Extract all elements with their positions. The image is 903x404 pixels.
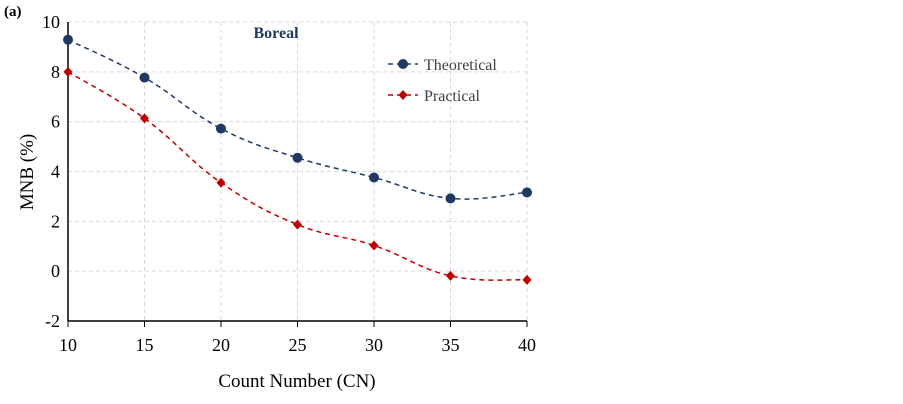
legend-label: Theoretical <box>424 57 497 74</box>
y-tick-label: 8 <box>51 62 60 82</box>
y-tick-label: 4 <box>51 162 60 182</box>
x-tick-label: 40 <box>518 335 536 355</box>
series-line-practical <box>67 71 528 281</box>
axes: 10 15 20 25 30 35 40 -2 0 2 4 6 8 10 <box>42 12 536 355</box>
y-tick-label: 2 <box>51 211 60 231</box>
chart-title: Boreal <box>253 25 299 42</box>
data-point-practical <box>369 240 379 251</box>
data-point-practical <box>140 113 149 124</box>
data-point-practical <box>446 270 455 281</box>
data-point-theoretical <box>216 123 226 134</box>
x-tick-label: 20 <box>212 335 230 355</box>
series-layer <box>63 34 532 285</box>
panel-label: (a) <box>4 4 22 20</box>
data-point-practical <box>293 219 302 230</box>
y-axis-label: MNB (%) <box>17 134 38 211</box>
data-point-theoretical <box>292 152 303 163</box>
x-tick-label: 30 <box>365 335 383 355</box>
data-point-practical <box>398 90 408 100</box>
y-tick-label: 10 <box>42 12 60 32</box>
y-tick-label: 6 <box>51 112 60 132</box>
legend: Theoretical Practical <box>388 57 497 105</box>
data-point-theoretical <box>522 187 532 198</box>
grid <box>67 21 528 322</box>
y-tick-label: -2 <box>45 311 60 331</box>
x-tick-label: 10 <box>59 335 77 355</box>
data-point-theoretical <box>445 193 456 204</box>
data-point-theoretical <box>139 72 150 83</box>
data-point-practical <box>216 177 226 188</box>
x-axis-label: Count Number (CN) <box>218 371 375 392</box>
x-tick-label: 25 <box>289 335 307 355</box>
x-tick-label: 35 <box>442 335 460 355</box>
legend-label: Practical <box>424 88 481 105</box>
x-tick-label: 15 <box>136 335 154 355</box>
data-point-theoretical <box>369 172 379 183</box>
data-point-practical <box>63 66 73 77</box>
data-point-theoretical <box>63 34 73 45</box>
data-point-practical <box>522 274 532 285</box>
y-tick-label: 0 <box>51 261 60 281</box>
data-point-theoretical <box>398 59 408 69</box>
